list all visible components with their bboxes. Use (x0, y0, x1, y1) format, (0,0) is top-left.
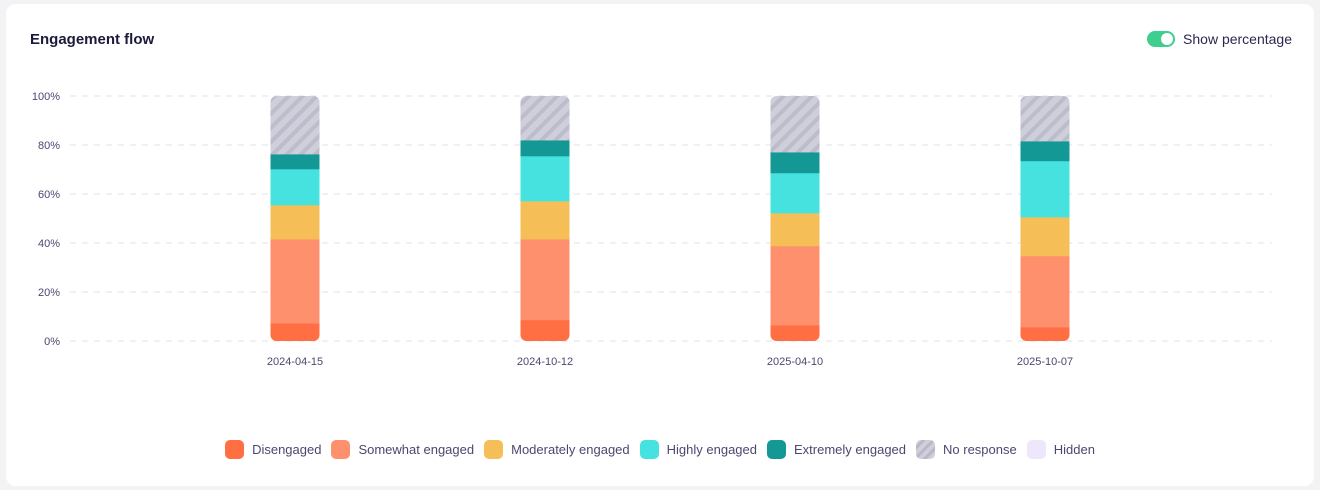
engagement-flow-card (6, 4, 1314, 486)
y-tick-label: 40% (38, 238, 60, 250)
bar-segment-disengaged[interactable] (270, 323, 320, 341)
legend-item[interactable]: No response (916, 440, 1017, 459)
legend-label: Somewhat engaged (358, 442, 475, 457)
legend-item[interactable]: Hidden (1026, 440, 1095, 459)
legend-label: Extremely engaged (794, 442, 907, 457)
y-tick-label: 60% (38, 189, 60, 201)
bar-segment-moderately-engaged[interactable] (520, 201, 570, 240)
bar-segment-moderately-engaged[interactable] (770, 213, 820, 247)
y-tick-label: 100% (32, 91, 60, 103)
bar-segment-highly-engaged[interactable] (270, 169, 320, 206)
bar-segment-no-response[interactable] (270, 96, 320, 155)
x-tick-label: 2025-10-07 (1017, 356, 1073, 368)
bar-segment-no-response[interactable] (770, 96, 820, 153)
bar-stack (770, 96, 820, 341)
bar-stack (270, 96, 320, 341)
toggle-switch[interactable] (1147, 31, 1176, 47)
legend-swatch (767, 440, 786, 459)
legend: Disengaged Somewhat engaged Moderately eng… (0, 440, 1320, 459)
legend-label: Hidden (1053, 442, 1095, 457)
x-tick-label: 2024-10-12 (517, 356, 573, 368)
legend-swatch (1026, 440, 1046, 459)
bar-segment-extremely-engaged[interactable] (520, 140, 570, 157)
bar-segment-extremely-engaged[interactable] (770, 152, 820, 174)
legend-item[interactable]: Moderately engaged (484, 440, 630, 459)
bar-segment-disengaged[interactable] (1020, 327, 1070, 341)
x-tick-label: 2025-04-10 (767, 356, 823, 368)
bar-segment-somewhat-engaged[interactable] (520, 239, 570, 321)
legend-label: No response (943, 442, 1017, 457)
legend-swatch (639, 440, 659, 459)
bar-segment-highly-engaged[interactable] (520, 156, 570, 202)
show-percentage-toggle[interactable]: Show percentage (1147, 31, 1292, 47)
card-title: Engagement flow (30, 31, 155, 48)
bar-segment-somewhat-engaged[interactable] (770, 245, 820, 326)
bar-segment-moderately-engaged[interactable] (1020, 217, 1070, 257)
legend-item[interactable]: Highly engaged (639, 440, 757, 459)
bar-segment-somewhat-engaged[interactable] (270, 239, 320, 324)
legend-item[interactable]: Somewhat engaged (331, 440, 474, 459)
legend-swatch (331, 440, 351, 459)
toggle-label: Show percentage (1183, 31, 1292, 47)
legend-label: Disengaged (252, 442, 322, 457)
legend-swatch (225, 440, 245, 459)
bar-segment-extremely-engaged[interactable] (270, 154, 320, 170)
bar-segment-somewhat-engaged[interactable] (1020, 255, 1070, 328)
bar-segment-disengaged[interactable] (770, 325, 820, 341)
bar-segment-highly-engaged[interactable] (1020, 160, 1070, 218)
bar-segment-highly-engaged[interactable] (770, 172, 820, 214)
legend-swatch (484, 440, 504, 459)
legend-swatch (916, 440, 936, 459)
bar-stack (1020, 96, 1070, 341)
legend-item[interactable]: Disengaged (225, 440, 321, 459)
bar-segment-disengaged[interactable] (520, 319, 570, 341)
bar-segment-no-response[interactable] (520, 96, 570, 141)
y-tick-label: 80% (38, 140, 60, 152)
y-tick-label: 0% (44, 336, 60, 348)
y-tick-label: 20% (38, 287, 60, 299)
legend-label: Moderately engaged (511, 442, 630, 457)
bar-segment-moderately-engaged[interactable] (270, 205, 320, 240)
bar-segment-no-response[interactable] (1020, 96, 1070, 142)
legend-item[interactable]: Extremely engaged (767, 440, 906, 459)
x-tick-label: 2024-04-15 (267, 356, 323, 368)
legend-label: Highly engaged (666, 442, 757, 457)
bar-stack (520, 96, 570, 341)
bar-segment-extremely-engaged[interactable] (1020, 141, 1070, 162)
